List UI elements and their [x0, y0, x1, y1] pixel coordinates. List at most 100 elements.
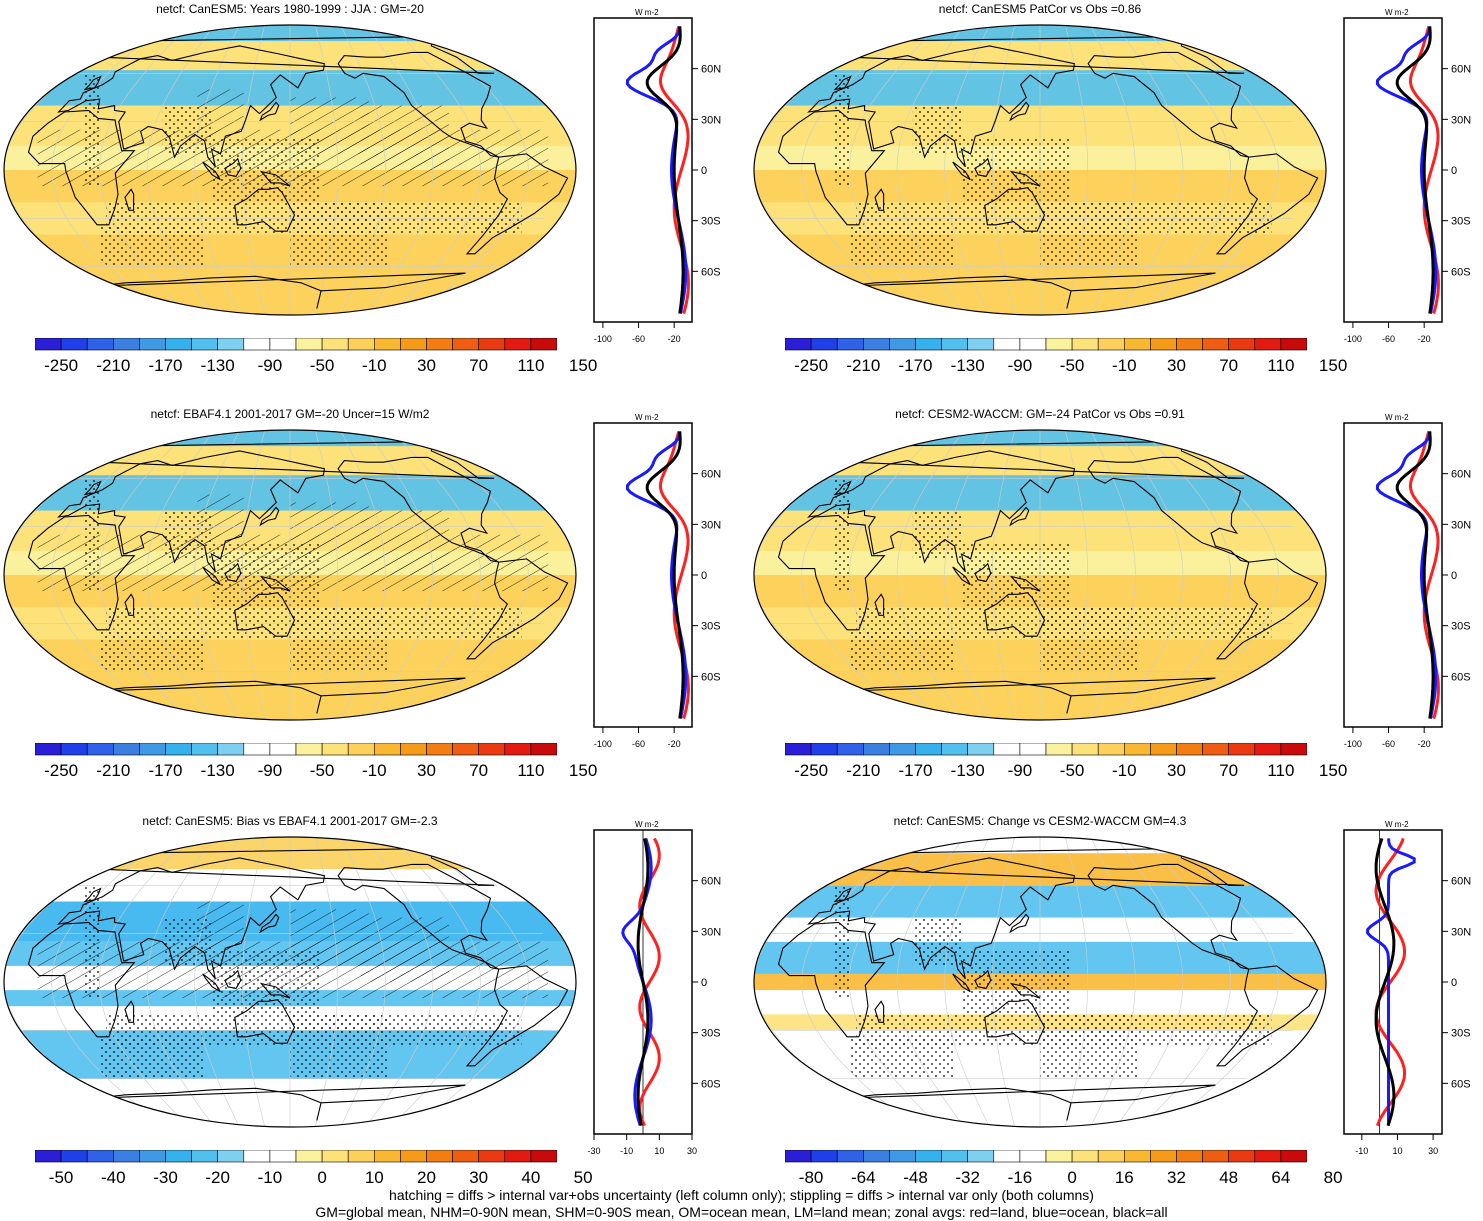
colorbar-labels: -250 -210 -170 -130 -90 -50 -10 30 70 110 150: [785, 356, 1347, 378]
lat-label: 60N: [701, 876, 721, 888]
zonal-line-all: [1374, 837, 1396, 1127]
graticule: [4, 25, 544, 315]
hatch-region: [37, 129, 549, 187]
colorbar-label: 150: [1318, 761, 1348, 780]
colorbar-cell: [889, 743, 916, 756]
world-map: [753, 836, 1327, 1128]
coastline-new-guinea: [1009, 575, 1041, 592]
hatch-region: [197, 901, 244, 950]
units-label: W m-2: [1385, 8, 1409, 17]
x-tick-label: -30: [587, 1146, 600, 1156]
coastline-north-america: [1087, 51, 1250, 158]
coastline-new-guinea: [259, 170, 291, 187]
lat-label: 60N: [701, 64, 721, 76]
colorbar-cell: [478, 338, 506, 351]
colorbar: [35, 743, 557, 756]
colorbar-cell: [165, 338, 192, 351]
colorbar-label: -250: [44, 356, 79, 375]
lat-label: 60S: [701, 671, 721, 683]
zonal-average-plot: 60N 30N 0 30S 60S -100 -60 -20 W m-2: [593, 8, 721, 344]
coastline-japan: [1009, 913, 1030, 934]
x-tick-label: -20: [668, 739, 681, 749]
coastline-sumatra: [202, 566, 221, 586]
colorbar-label: -90: [1007, 761, 1033, 780]
map-field: [754, 430, 1326, 720]
colorbar-cell: [1202, 338, 1230, 351]
colorbar-label: -50: [309, 761, 335, 780]
colorbar-cell: [400, 1150, 427, 1163]
lat-label: 60S: [701, 266, 721, 278]
map-border: [3, 429, 577, 721]
coastline-south-america: [465, 153, 569, 255]
coastline-south-america: [1215, 558, 1319, 660]
coastline-uk: [833, 480, 852, 496]
footer-line-1: hatching = diffs > internal var+obs unce…: [389, 1187, 1094, 1203]
colorbar-cell: [452, 338, 480, 351]
panel-model-mean: netcf: CanESM5: Years 1980-1999 : JJA : …: [0, 0, 740, 400]
colorbar-cell: [1071, 338, 1099, 351]
lat-label: 0: [701, 977, 707, 989]
colorbar-label: -10: [362, 356, 387, 375]
colorbar-cell: [1097, 743, 1125, 756]
colorbar-cell: [915, 743, 942, 756]
colorbar-label: -210: [96, 761, 131, 780]
units-label: W m-2: [1385, 413, 1409, 422]
colorbar-cell: [243, 1150, 271, 1163]
x-tick-label: -100: [594, 739, 612, 749]
coastline-new-guinea: [259, 982, 291, 999]
colorbar-cell: [1254, 1150, 1282, 1163]
coastline-madagascar: [874, 1000, 885, 1023]
colorbar-cell: [941, 338, 969, 351]
colorbar-cell: [941, 1150, 969, 1163]
coastline-madagascar: [874, 188, 885, 211]
coastline-africa: [777, 921, 886, 1038]
colorbar-label: -50: [1059, 356, 1085, 375]
colorbar-label: -32: [955, 1168, 980, 1187]
zonal-line-all: [1395, 431, 1435, 719]
colorbar-label: -250: [794, 761, 829, 780]
coastline-japan: [1009, 506, 1030, 527]
colorbar-cell: [191, 743, 219, 756]
colorbar-label: -90: [257, 356, 283, 375]
colorbar-label: 0: [317, 1168, 327, 1187]
colorbar-label: -80: [798, 1168, 824, 1187]
colorbar-cell: [1097, 1150, 1125, 1163]
colorbar-cell: [217, 338, 245, 351]
colorbar-label: 64: [1271, 1168, 1291, 1187]
zonal-line-ocean: [1375, 26, 1438, 314]
colorbar-cell: [915, 338, 942, 351]
x-tick-label: -60: [632, 334, 645, 344]
coastline-madagascar: [124, 188, 135, 211]
colorbar-cell: [165, 743, 192, 756]
x-tick-label: -100: [1344, 334, 1362, 344]
zonal-line-all: [636, 838, 650, 1126]
colorbar-label: 30: [417, 356, 436, 375]
panel-bias: netcf: CanESM5: Bias vs EBAF4.1 2001-201…: [0, 812, 740, 1212]
colorbar-label: -48: [903, 1168, 928, 1187]
x-tick-label: -100: [1344, 739, 1362, 749]
colorbar-label: 70: [469, 761, 489, 780]
coastlines: [27, 847, 569, 1121]
colorbar-cell: [269, 1150, 297, 1163]
colorbar-label: -40: [101, 1168, 126, 1187]
stipple-region: [962, 949, 1071, 1015]
zonal-line-ocean: [1375, 431, 1438, 719]
colorbar-cell: [373, 743, 401, 756]
colorbar-cell: [165, 1150, 192, 1163]
colorbar-cell: [863, 743, 890, 756]
coastline-antarctica: [846, 272, 1216, 309]
colorbar-cell: [530, 338, 557, 351]
coastline-borneo: [974, 157, 992, 178]
lat-label: 0: [1451, 165, 1457, 177]
panel-model-patcor: netcf: CanESM5 PatCor vs Obs =0.86 -250-…: [750, 0, 1483, 400]
colorbar-cell: [295, 743, 323, 756]
lat-label: 30S: [701, 216, 721, 228]
lat-label: 30N: [1451, 926, 1471, 938]
colorbar-cell: [785, 1150, 812, 1163]
colorbar-label: -210: [96, 356, 131, 375]
colorbar-label: 30: [417, 761, 436, 780]
coastline-borneo: [974, 562, 992, 583]
zonal-frame: [1343, 422, 1443, 728]
colorbar-cell: [1202, 1150, 1230, 1163]
colorbar-cell: [836, 338, 864, 351]
